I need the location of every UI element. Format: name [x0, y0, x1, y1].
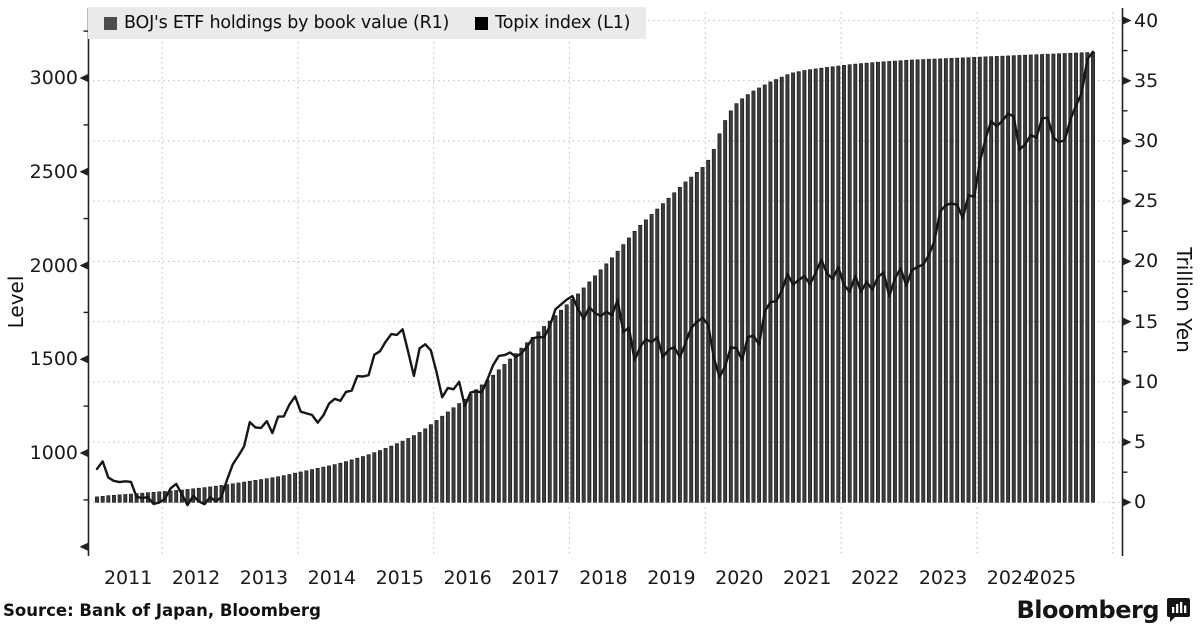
right-axis-tick-label: 35 [1134, 69, 1159, 92]
legend-item-etf: BOJ's ETF holdings by book value (R1) [104, 13, 449, 33]
right-axis-tick-label: 30 [1134, 129, 1159, 152]
bloomberg-terminal-icon [1167, 598, 1190, 622]
right-axis-tick-label: 0 [1134, 491, 1147, 514]
x-axis-year-label: 2012 [171, 567, 221, 589]
x-axis-year-label: 2019 [647, 567, 696, 589]
x-axis-year-label: 2017 [511, 567, 560, 589]
left-axis-tick-label: 2500 [29, 160, 78, 183]
left-axis-tick-label: 3000 [29, 67, 78, 89]
x-axis-year-label: 2024 [986, 567, 1036, 589]
left-axis-tick-label: 1500 [29, 348, 78, 371]
right-axis-tick-label: 5 [1134, 431, 1147, 454]
legend-item-topix: Topix index (L1) [475, 13, 630, 33]
source-credit: Source: Bank of Japan, Bloomberg [3, 601, 321, 620]
x-axis-year-label: 2023 [918, 567, 968, 589]
left-axis-tick-label: 2000 [29, 254, 78, 277]
x-axis-year-label: 2021 [783, 567, 832, 589]
x-axis-year-label: 2013 [239, 567, 289, 589]
bloomberg-wordmark: Bloomberg [1016, 596, 1160, 624]
right-axis-tick-label: 40 [1134, 9, 1159, 32]
right-axis-tick-label: 20 [1134, 250, 1159, 273]
x-axis-year-label: 2018 [579, 567, 628, 589]
legend-label-etf: BOJ's ETF holdings by book value (R1) [124, 13, 450, 33]
chart-legend: BOJ's ETF holdings by book value (R1) To… [88, 7, 647, 39]
left-axis-tick-label: 1000 [29, 442, 78, 464]
right-axis-title: Trillion Yen [1172, 247, 1196, 353]
bloomberg-logo: Bloomberg [1017, 596, 1190, 624]
x-axis-year-label: 2022 [850, 567, 900, 589]
legend-label-topix: Topix index (L1) [495, 13, 631, 33]
x-axis-year-label: 2016 [443, 567, 492, 589]
right-axis-tick-label: 25 [1134, 190, 1159, 213]
x-axis-year-label: 2014 [307, 567, 357, 589]
legend-marker-topix-icon [475, 16, 489, 30]
x-axis-year-label: 2025 [1027, 567, 1077, 589]
x-axis-year-label: 2015 [375, 567, 424, 589]
right-axis-tick-label: 15 [1134, 310, 1159, 333]
right-axis-tick-label: 10 [1134, 370, 1159, 393]
x-axis-year-label: 2011 [103, 567, 153, 589]
legend-marker-etf-icon [104, 16, 117, 30]
x-axis-year-label: 2020 [715, 567, 764, 589]
